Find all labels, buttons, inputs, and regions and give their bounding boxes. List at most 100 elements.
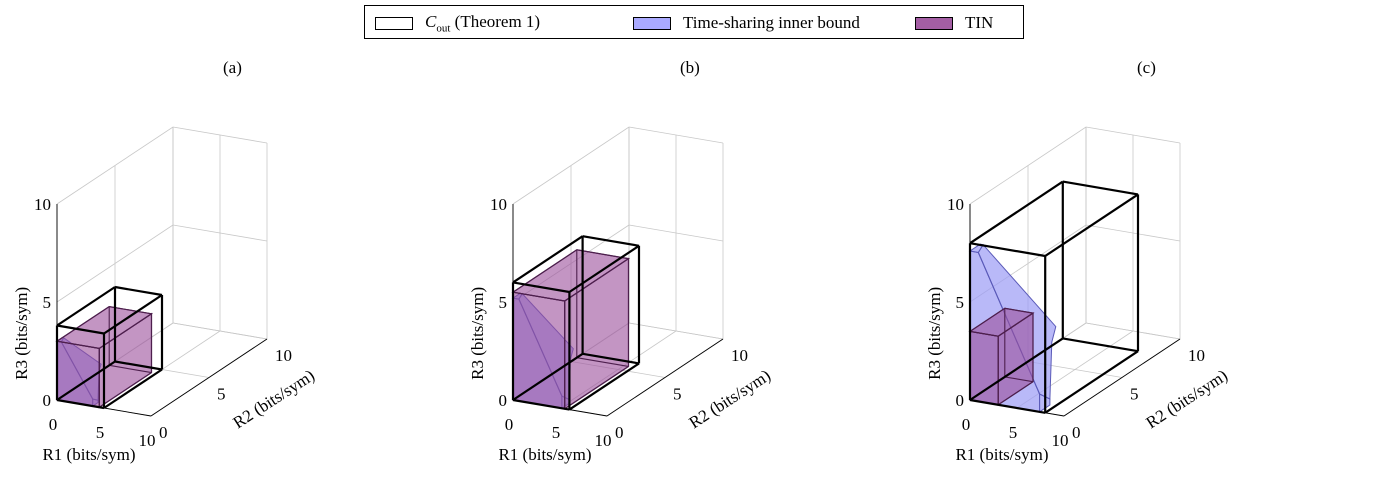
x-tick-label: 10 xyxy=(139,431,156,450)
grid-line xyxy=(172,224,268,242)
outer-bound-edge xyxy=(582,352,640,365)
tin-edge xyxy=(564,258,629,302)
legend-label-tin: TIN xyxy=(965,13,994,32)
outer-bound-edge xyxy=(56,398,105,410)
outer-bound-edge xyxy=(969,180,1064,245)
x-axis-label: R1 (bits/sym) xyxy=(42,445,135,464)
outer-bound-edge xyxy=(114,360,163,371)
outer-bound-edge xyxy=(1062,180,1139,196)
tin-edge xyxy=(109,364,152,374)
x-tick-label: 5 xyxy=(96,423,105,442)
legend-label-outer-bound: Cout (Theorem 1) xyxy=(425,11,541,35)
grid-line xyxy=(172,322,268,340)
outer-bound-edge xyxy=(512,235,584,284)
tin-edge xyxy=(56,340,100,349)
y-tick-label: 10 xyxy=(731,346,748,365)
grid-line xyxy=(969,126,1087,205)
y-tick-label: 10 xyxy=(1188,346,1205,365)
y-tick-label: 5 xyxy=(1130,385,1139,404)
z-tick-label: 5 xyxy=(956,293,965,312)
outer-bound-edge xyxy=(512,281,570,294)
outer-bound-edge xyxy=(969,337,1064,401)
tin-edge xyxy=(98,372,152,408)
y-tick-label: 0 xyxy=(615,423,624,442)
tin-edge xyxy=(1004,307,1034,314)
y-tick-label: 0 xyxy=(1072,423,1081,442)
y-axis-label: R2 (bits/sym) xyxy=(230,366,318,433)
tin-edge xyxy=(109,306,152,315)
x-tick-label: 10 xyxy=(595,431,612,450)
grid-line xyxy=(172,126,268,144)
outer-bound-edge xyxy=(568,244,640,293)
grid-line xyxy=(1085,224,1181,242)
grid-line xyxy=(1085,322,1181,340)
z-tick-label: 0 xyxy=(499,391,508,410)
outer-bound-edge xyxy=(1044,350,1139,414)
z-tick-label: 5 xyxy=(499,293,508,312)
z-axis-label: R3 (bits/sym) xyxy=(12,287,31,380)
grid-line xyxy=(628,322,724,340)
tin-edge xyxy=(969,330,999,337)
y-axis-line xyxy=(1063,338,1181,417)
x-tick-label: 10 xyxy=(1052,431,1069,450)
outer-bound-edge xyxy=(512,352,584,401)
outer-bound-edge xyxy=(56,324,105,335)
x-tick-label: 0 xyxy=(49,415,58,434)
outer-bound-edge xyxy=(103,294,163,335)
x-axis-label: R1 (bits/sym) xyxy=(498,445,591,464)
y-tick-label: 5 xyxy=(217,385,226,404)
legend: Cout (Theorem 1) Time-sharing inner boun… xyxy=(364,5,1024,39)
outer-bound-edge xyxy=(512,398,570,411)
panel-title-b: (b) xyxy=(680,58,700,77)
y-axis-label: R2 (bits/sym) xyxy=(686,366,774,433)
tin-edge xyxy=(98,313,152,349)
outer-bound-edge xyxy=(56,360,116,401)
outer-bound-edge xyxy=(1062,337,1139,353)
tin-region xyxy=(512,291,566,410)
x-tick-label: 5 xyxy=(552,423,561,442)
tin-edge xyxy=(512,291,565,302)
grid-line xyxy=(56,126,174,205)
outer-bound-edge xyxy=(103,368,163,409)
z-tick-label: 10 xyxy=(490,195,507,214)
tin-edge xyxy=(564,365,629,410)
outer-bound-edge xyxy=(969,242,1046,258)
tin-region xyxy=(56,340,100,408)
y-axis-line xyxy=(150,338,268,417)
tin-edge xyxy=(969,307,1006,332)
grid-line xyxy=(628,224,724,242)
x-tick-label: 5 xyxy=(1009,423,1018,442)
y-tick-label: 5 xyxy=(673,385,682,404)
z-tick-label: 5 xyxy=(43,293,52,312)
outer-bound-edge xyxy=(1044,193,1139,257)
tin-edge xyxy=(576,357,629,367)
z-tick-label: 10 xyxy=(947,195,964,214)
tin-edge xyxy=(997,312,1034,337)
y-axis-label: R2 (bits/sym) xyxy=(1143,366,1231,433)
grid-line xyxy=(56,224,174,303)
outer-bound-edge xyxy=(969,398,1046,414)
grid-line xyxy=(1085,126,1181,144)
legend-swatch-outer-bound xyxy=(375,16,413,30)
tin-edge xyxy=(56,306,110,342)
tin-edge xyxy=(1004,376,1034,383)
grid-line xyxy=(512,126,630,205)
y-axis-line xyxy=(606,338,724,417)
z-axis-label: R3 (bits/sym) xyxy=(925,287,944,380)
outer-bound-edge xyxy=(56,286,116,327)
legend-swatch-tin xyxy=(915,16,953,30)
x-axis-label: R1 (bits/sym) xyxy=(955,445,1048,464)
grid-line xyxy=(628,126,724,144)
y-tick-label: 0 xyxy=(159,423,168,442)
z-tick-label: 10 xyxy=(34,195,51,214)
outer-bound-edge xyxy=(114,285,163,297)
y-tick-label: 10 xyxy=(275,346,292,365)
outer-bound-edge xyxy=(582,235,640,247)
panel-title-c: (c) xyxy=(1137,58,1156,77)
legend-item-outer-bound: Cout (Theorem 1) xyxy=(375,11,541,35)
tin-region xyxy=(969,330,999,406)
z-tick-label: 0 xyxy=(43,391,52,410)
legend-item-tin: TIN xyxy=(915,13,993,33)
legend-item-time-sharing: Time-sharing inner bound xyxy=(633,13,860,33)
